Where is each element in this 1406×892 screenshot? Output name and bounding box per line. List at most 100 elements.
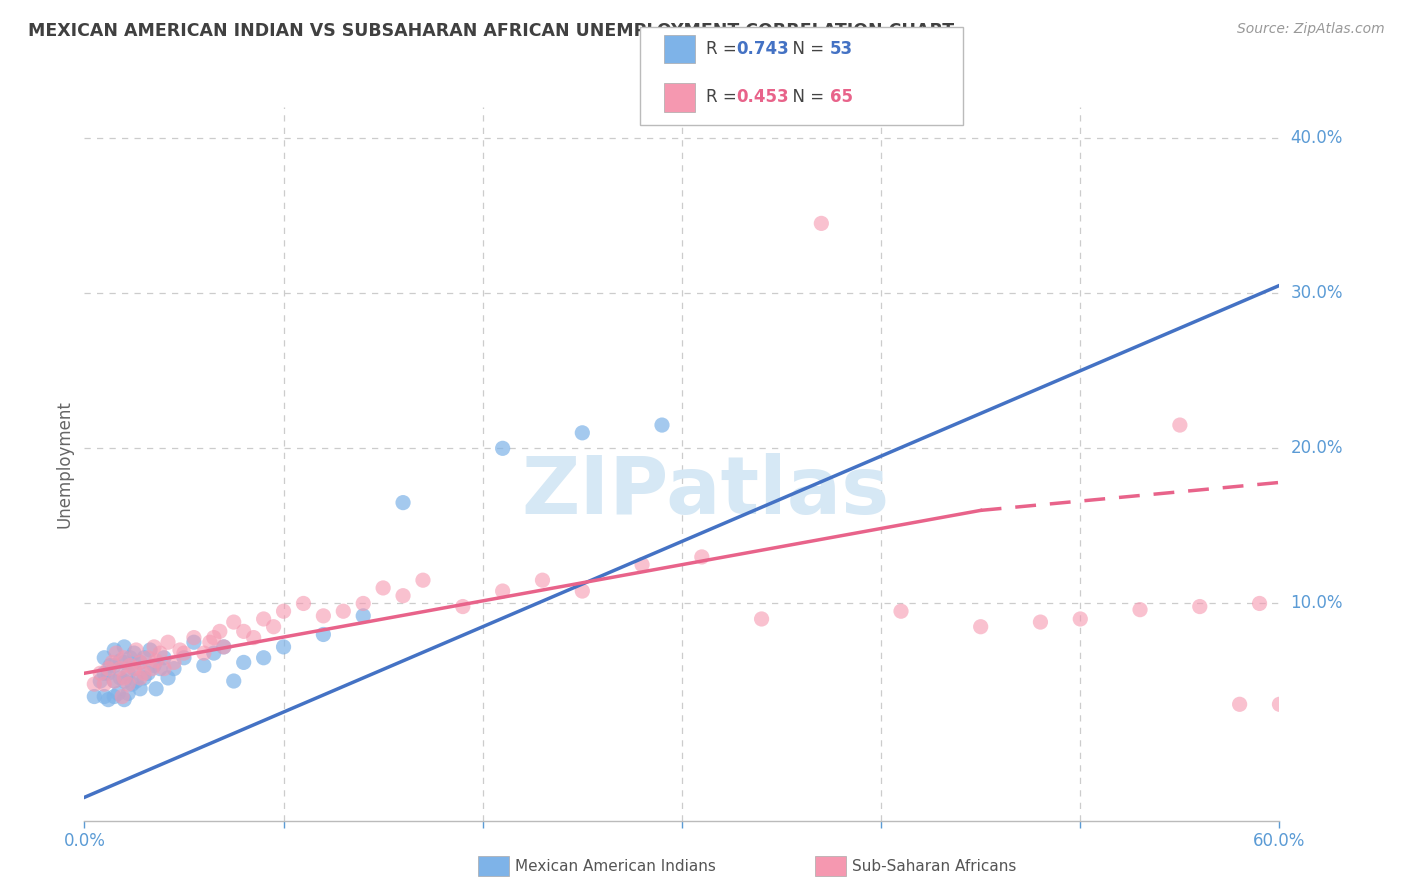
Point (1168, 418, 1191, 433)
Point (112, 650, 135, 665)
Point (273, 640, 295, 654)
Y-axis label: Unemployment: Unemployment (55, 400, 73, 528)
Point (97, 692, 120, 706)
Point (1249, 597, 1271, 611)
Point (139, 643, 162, 657)
Point (312, 608, 335, 623)
Point (202, 631, 225, 645)
Point (97, 666, 120, 681)
Point (273, 604, 295, 618)
Point (93, 677, 115, 691)
Point (122, 662, 145, 676)
Point (173, 650, 195, 665)
Text: 0.453: 0.453 (737, 88, 789, 106)
Point (117, 686, 139, 700)
Point (143, 658, 166, 673)
Point (103, 658, 125, 673)
Point (89, 673, 111, 688)
Point (392, 495, 415, 509)
Point (163, 656, 186, 670)
Point (93, 650, 115, 665)
Point (125, 673, 148, 688)
Point (120, 658, 142, 673)
Point (121, 677, 143, 691)
Point (392, 589, 415, 603)
Point (212, 640, 235, 654)
Point (253, 612, 276, 626)
Text: N =: N = (782, 40, 830, 58)
Point (193, 646, 215, 660)
Point (129, 656, 152, 670)
Point (890, 604, 912, 618)
Point (97, 662, 120, 676)
Point (631, 558, 654, 572)
Point (112, 656, 135, 670)
Point (111, 690, 134, 704)
Point (571, 425, 593, 440)
Point (232, 656, 254, 670)
Point (412, 573, 434, 587)
Point (212, 640, 235, 654)
Point (352, 608, 374, 623)
Point (145, 654, 167, 668)
Text: 10.0%: 10.0% (1291, 594, 1343, 613)
Point (651, 418, 673, 433)
Point (117, 677, 139, 691)
Point (83, 677, 105, 691)
Point (183, 635, 205, 649)
Text: Sub-Saharan Africans: Sub-Saharan Africans (852, 859, 1017, 873)
Point (157, 671, 180, 685)
Point (1069, 612, 1091, 626)
Point (970, 620, 993, 634)
Point (120, 650, 142, 665)
Point (112, 640, 135, 654)
Point (208, 624, 231, 639)
Text: ZIPatlas: ZIPatlas (522, 453, 890, 532)
Point (98, 658, 121, 673)
Point (153, 662, 176, 676)
Point (103, 690, 125, 704)
Point (103, 673, 125, 688)
Text: N =: N = (782, 88, 830, 106)
Point (183, 631, 205, 645)
Point (101, 656, 124, 670)
Point (110, 662, 132, 676)
Point (117, 666, 139, 681)
Point (492, 584, 515, 599)
Point (751, 612, 773, 626)
Point (173, 646, 195, 660)
Point (198, 635, 221, 649)
Point (149, 662, 172, 676)
Point (112, 673, 135, 688)
Point (105, 646, 128, 660)
Point (129, 656, 152, 670)
Text: MEXICAN AMERICAN INDIAN VS SUBSAHARAN AFRICAN UNEMPLOYMENT CORRELATION CHART: MEXICAN AMERICAN INDIAN VS SUBSAHARAN AF… (28, 22, 955, 40)
Point (145, 681, 167, 696)
Point (122, 646, 145, 660)
Point (136, 650, 159, 665)
Text: 53: 53 (830, 40, 852, 58)
Point (129, 681, 152, 696)
Point (132, 650, 156, 665)
Point (107, 686, 129, 700)
Text: R =: R = (706, 40, 742, 58)
Point (451, 599, 474, 614)
Point (202, 646, 225, 660)
Point (103, 673, 125, 688)
Point (112, 671, 135, 685)
Point (132, 671, 156, 685)
Point (571, 584, 593, 599)
Point (232, 624, 254, 639)
Point (169, 643, 191, 657)
Point (129, 671, 152, 685)
Point (531, 573, 554, 587)
Point (132, 666, 156, 681)
Point (103, 643, 125, 657)
Point (141, 662, 163, 676)
Point (263, 620, 285, 634)
Point (253, 650, 276, 665)
Text: 40.0%: 40.0% (1291, 129, 1343, 147)
Point (136, 666, 159, 681)
Point (222, 673, 245, 688)
Text: Mexican American Indians: Mexican American Indians (515, 859, 716, 873)
